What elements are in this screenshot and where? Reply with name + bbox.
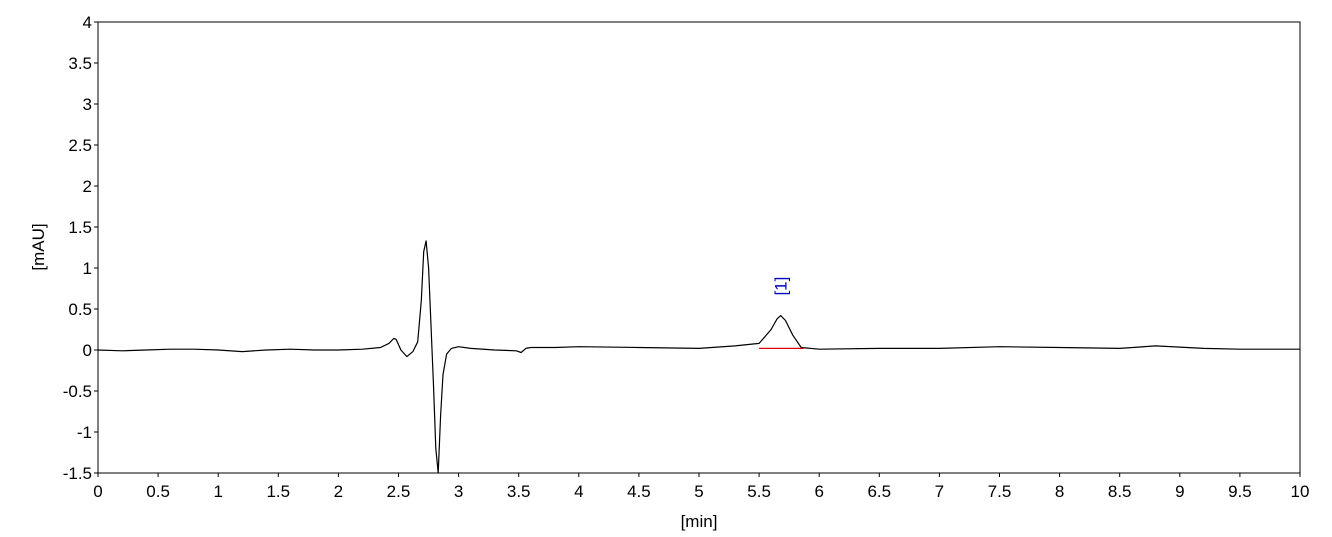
x-tick-label: 7: [935, 482, 944, 501]
x-tick-label: 2: [334, 482, 343, 501]
annotation-layer: [1]: [772, 277, 791, 296]
x-tick-label: 0.5: [146, 482, 170, 501]
x-tick-label: 0: [93, 482, 102, 501]
x-tick-label: 9: [1175, 482, 1184, 501]
x-tick-label: 5.5: [747, 482, 771, 501]
x-tick-label: 6.5: [867, 482, 891, 501]
x-axis-title: [min]: [681, 512, 718, 531]
y-tick-label: 3.5: [68, 54, 92, 73]
x-tick-label: 7.5: [988, 482, 1012, 501]
y-tick-label: 4: [83, 13, 92, 32]
y-tick-label: 1: [83, 259, 92, 278]
y-tick-label: 2.5: [68, 136, 92, 155]
y-tick-label: 2: [83, 177, 92, 196]
y-tick-label: 0: [83, 341, 92, 360]
y-axis-title: [mAU]: [29, 223, 48, 270]
x-tick-label: 2.5: [387, 482, 411, 501]
y-tick-label: 0.5: [68, 300, 92, 319]
y-tick-label: 3: [83, 95, 92, 114]
x-tick-label: 9.5: [1228, 482, 1252, 501]
x-tick-label: 5: [694, 482, 703, 501]
peak-label: [1]: [772, 277, 791, 296]
plot-frame: [97, 21, 1301, 474]
x-tick-label: 10: [1291, 482, 1310, 501]
y-tick-label: -1.5: [63, 464, 92, 483]
x-tick-label: 1.5: [266, 482, 290, 501]
series-layer: [97, 240, 1300, 474]
x-tick-label: 8.5: [1108, 482, 1132, 501]
y-tick-label: 1.5: [68, 218, 92, 237]
x-tick-label: 1: [213, 482, 222, 501]
x-axis-ticks: 0 0.5 1 1.5 2 2.5 3 3.5 4 4.5 5 5.5 6 6.5 7 7.5 8 8.5 9 9.5…: [93, 473, 1309, 501]
x-tick-label: 3.5: [507, 482, 531, 501]
x-tick-label: 6: [814, 482, 823, 501]
y-tick-label: -0.5: [63, 382, 92, 401]
x-tick-label: 3: [454, 482, 463, 501]
y-tick-label: -1: [77, 423, 92, 442]
y-axis-ticks: -1.5 -1 -0.5 0 0.5 1 1.5 2 2.5 3 3.5 4: [63, 13, 98, 483]
x-tick-label: 4: [574, 482, 583, 501]
x-tick-label: 8: [1055, 482, 1064, 501]
x-tick-label: 4.5: [627, 482, 651, 501]
chromatogram-trace: [97, 240, 1300, 474]
